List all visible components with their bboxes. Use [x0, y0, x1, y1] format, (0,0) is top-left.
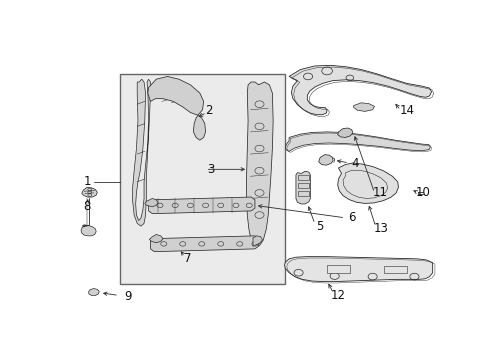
Polygon shape — [338, 128, 353, 138]
Text: 10: 10 — [416, 186, 430, 199]
Bar — [327, 265, 350, 273]
Polygon shape — [338, 163, 398, 203]
Polygon shape — [89, 288, 99, 296]
Polygon shape — [148, 197, 255, 214]
Polygon shape — [246, 82, 273, 246]
Text: 2: 2 — [206, 104, 213, 117]
Polygon shape — [285, 257, 433, 282]
Text: 11: 11 — [373, 186, 388, 199]
Text: 7: 7 — [184, 252, 192, 265]
Polygon shape — [318, 155, 333, 165]
Text: 12: 12 — [331, 289, 346, 302]
Text: 14: 14 — [399, 104, 415, 117]
Polygon shape — [289, 66, 432, 115]
Text: 1: 1 — [84, 175, 92, 188]
Polygon shape — [82, 187, 98, 197]
Polygon shape — [148, 76, 204, 115]
Polygon shape — [296, 171, 310, 204]
Polygon shape — [81, 225, 96, 236]
Polygon shape — [194, 115, 206, 140]
Polygon shape — [149, 234, 163, 243]
Polygon shape — [285, 132, 430, 151]
Text: 6: 6 — [348, 211, 356, 224]
Bar — [298, 183, 309, 188]
Text: 4: 4 — [352, 157, 359, 170]
Polygon shape — [150, 236, 259, 252]
Bar — [298, 191, 309, 196]
Text: 13: 13 — [373, 222, 389, 235]
Polygon shape — [253, 236, 263, 246]
Text: 3: 3 — [208, 163, 215, 176]
Text: 5: 5 — [316, 220, 323, 233]
Polygon shape — [145, 198, 158, 207]
Polygon shape — [133, 79, 150, 226]
Bar — [298, 175, 309, 180]
Text: 8: 8 — [83, 200, 91, 213]
Polygon shape — [354, 103, 374, 111]
Bar — [384, 266, 407, 273]
FancyBboxPatch shape — [120, 74, 285, 284]
Text: 9: 9 — [124, 290, 131, 303]
